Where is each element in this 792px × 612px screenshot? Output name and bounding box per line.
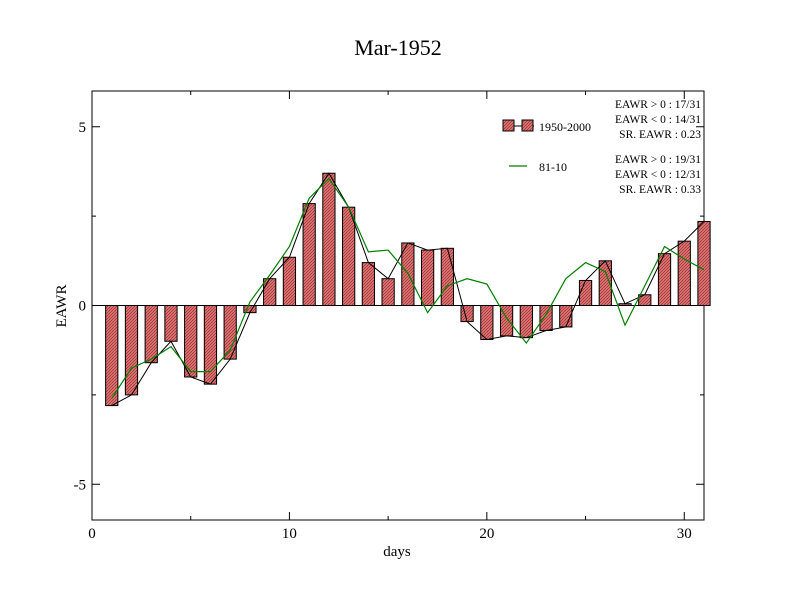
bar-day-1 [105,305,119,407]
x-tick-label-20: 20 [479,526,494,542]
bar-day-13 [342,206,356,306]
bar-day-19 [460,305,474,323]
legend-bar-swatch-1 [502,119,515,132]
stats-line-0-0: EAWR > 0 : 17/31 [615,99,701,111]
bar-day-31 [697,220,711,306]
bar-day-18 [440,247,454,307]
plot-area [91,90,711,521]
x-axis-label: days [383,544,411,560]
bar-day-3 [144,305,158,364]
series-line-81-10 [111,177,705,399]
bar-day-20 [480,305,494,340]
legend-label-81-10: 81-10 [539,160,567,174]
bar-day-4 [164,305,178,342]
y-axis: -5 0 5 [74,120,704,493]
legend: 1950-2000 81-10 [502,119,591,174]
bar-day-25 [578,279,593,307]
x-axis: 0 10 20 30 [88,91,692,542]
bar-day-7 [223,305,237,360]
chart-title: Mar-1952 [354,35,442,60]
bar-day-6 [203,305,218,385]
y-tick-label-5: 5 [79,120,87,136]
x-tick-label-10: 10 [282,526,297,542]
y-tick-label--5: -5 [74,477,87,493]
stats-line-1-0: EAWR > 0 : 19/31 [615,154,701,166]
bar-day-12 [322,172,336,306]
bar-day-2 [124,305,139,396]
stats-line-0-1: EAWR < 0 : 14/31 [615,114,701,126]
bar-day-9 [263,278,277,306]
bar-day-11 [302,203,316,306]
bar-day-30 [677,240,691,306]
y-axis-label: EAWR [54,285,70,328]
stats-line-1-2: SR. EAWR : 0.33 [619,184,701,196]
bar-day-10 [282,256,297,306]
bar-day-14 [361,262,376,307]
bar-day-23 [539,305,553,332]
stats-panel: EAWR > 0 : 17/31 EAWR < 0 : 14/31 SR. EAWR… [615,99,701,196]
legend-bar-swatch-2 [521,119,534,132]
stats-line-1-1: EAWR < 0 : 12/31 [615,169,701,181]
bar-day-22 [519,305,533,339]
bar-day-15 [381,278,395,306]
x-tick-label-0: 0 [88,526,96,542]
bar-trace-line [111,172,705,407]
bar-day-17 [420,249,435,306]
x-tick-label-30: 30 [677,526,692,542]
stats-line-0-2: SR. EAWR : 0.23 [619,129,701,141]
y-tick-label-0: 0 [79,299,87,315]
legend-label-1950-2000: 1950-2000 [539,120,591,134]
